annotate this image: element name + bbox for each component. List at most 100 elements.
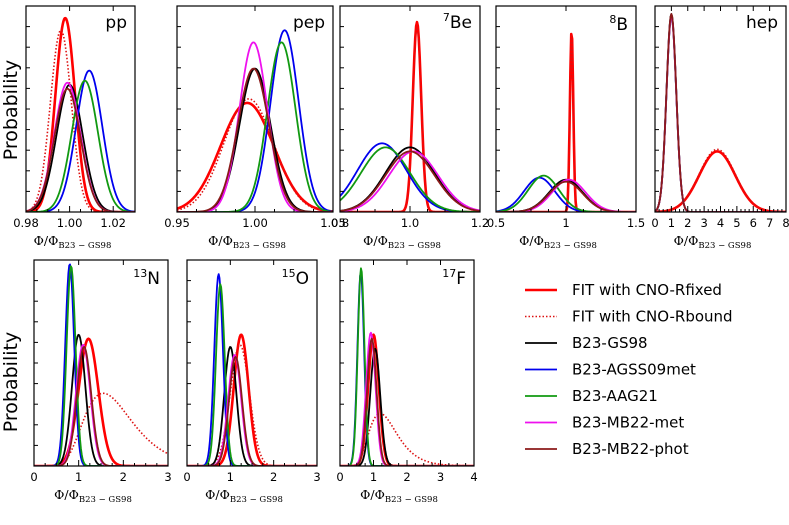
axes-frame xyxy=(33,259,169,467)
x-axis-label: Φ/ΦB23 − GS98 xyxy=(674,233,752,251)
series-b23-gs98-f17 xyxy=(340,347,474,466)
legend-label-b23-gs98: B23-GS98 xyxy=(572,334,648,352)
panel-label-n13: 13N xyxy=(133,267,160,289)
x-tick-label: 1.00 xyxy=(57,216,83,230)
curves-hep xyxy=(655,13,786,212)
curves-b8 xyxy=(496,32,636,212)
x-tick-label: 5 xyxy=(733,216,740,230)
series-b23-agss09met-n13 xyxy=(34,263,168,466)
legend-label-fit-with-cno-rbound: FIT with CNO-Rbound xyxy=(572,308,733,326)
series-fit-with-cno-rfixed-n13 xyxy=(34,337,168,466)
legend-label-b23-mb22-phot: B23-MB22-phot xyxy=(572,440,689,458)
panel-hep: 0 1 2 3 4 5 6 7 8 Φ/ΦB23 − GS98 hep xyxy=(651,5,789,251)
x-tick-label: 1 xyxy=(562,216,569,230)
series-b23-aag21-b8 xyxy=(496,174,636,212)
panel-label-f17: 17F xyxy=(442,267,466,289)
panel-label-be7: 7Be xyxy=(443,11,472,33)
series-b23-aag21-pep xyxy=(177,41,333,212)
series-b23-mb22-met-f17 xyxy=(340,331,474,466)
x-tick-label: 1.05 xyxy=(320,216,346,230)
x-tick-label: 1 xyxy=(370,470,377,484)
panel-label-hep: hep xyxy=(746,13,778,33)
panel-label-b8: 8B xyxy=(609,13,628,35)
x-tick-label: 1.5 xyxy=(627,216,645,230)
series-b23-mb22-phot-f17 xyxy=(340,337,474,466)
x-axis-label: Φ/ΦB23 − GS98 xyxy=(205,487,283,505)
series-b23-mb22-phot-b8 xyxy=(496,180,636,212)
x-tick-label: 0.8 xyxy=(331,216,349,230)
x-axis-label: Φ/ΦB23 − GS98 xyxy=(34,233,112,251)
y-axis-label-top: Probability xyxy=(0,60,22,160)
series-fit-with-cno-rfixed-pp xyxy=(26,16,135,212)
panel-b8: 0.5 1 1.5 Φ/ΦB23 − GS98 8B xyxy=(487,5,645,251)
series-b23-gs98-o15 xyxy=(187,346,317,466)
series-b23-mb22-phot-hep xyxy=(655,13,786,212)
panel-pep: 0.95 1.00 1.05 Φ/ΦB23 − GS98 pep xyxy=(164,5,346,251)
x-tick-label: 3 xyxy=(437,470,444,484)
panel-o15: 0 1 2 3 Φ/ΦB23 − GS98 15O xyxy=(183,259,321,505)
series-b23-aag21-be7 xyxy=(340,146,480,212)
series-b23-agss09met-pep xyxy=(177,29,333,212)
x-axis-label: Φ/ΦB23 − GS98 xyxy=(363,233,441,251)
series-b23-mb22-phot-be7 xyxy=(340,150,480,212)
curves-pep xyxy=(177,29,333,212)
series-fit-with-cno-rfixed-o15 xyxy=(187,333,317,466)
legend: FIT with CNO-Rfixed FIT with CNO-Rbound B2… xyxy=(525,281,733,458)
legend-label-b23-agss09met: B23-AGSS09met xyxy=(572,361,696,379)
x-tick-label: 3 xyxy=(700,216,707,230)
x-tick-label: 2 xyxy=(403,470,410,484)
x-tick-label: 4 xyxy=(470,470,477,484)
x-tick-label: 7 xyxy=(766,216,773,230)
x-tick-label: 1 xyxy=(668,216,675,230)
x-tick-label: 0.95 xyxy=(164,216,190,230)
x-tick-label: 0.98 xyxy=(13,216,39,230)
panel-label-o15: 15O xyxy=(282,267,309,289)
legend-label-fit-with-cno-rfixed: FIT with CNO-Rfixed xyxy=(572,281,722,299)
series-fit-with-cno-rfixed-be7 xyxy=(340,20,480,212)
series-fit-with-cno-rbound-pp xyxy=(26,29,135,212)
series-fit-with-cno-rbound-b8 xyxy=(496,35,636,212)
x-tick-label: 3 xyxy=(164,470,171,484)
series-b23-agss09met-f17 xyxy=(340,271,474,466)
curves-pp xyxy=(26,16,135,212)
x-axis-label: Φ/ΦB23 − GS98 xyxy=(360,487,438,505)
series-fit-with-cno-rfixed-hep xyxy=(655,150,786,212)
x-axis-label: Φ/ΦB23 − GS98 xyxy=(208,233,286,251)
x-tick-label: 1.2 xyxy=(471,216,489,230)
x-tick-label: 1.00 xyxy=(242,216,268,230)
x-tick-label: 2 xyxy=(270,470,277,484)
x-tick-label: 2 xyxy=(120,470,127,484)
series-b23-aag21-o15 xyxy=(187,283,317,466)
x-tick-label: 1 xyxy=(75,470,82,484)
x-tick-label: 0.5 xyxy=(487,216,505,230)
x-tick-label: 0 xyxy=(183,470,190,484)
series-b23-agss09met-b8 xyxy=(496,176,636,212)
y-axis-label-bottom: Probability xyxy=(0,332,22,432)
x-tick-label: 0 xyxy=(30,470,37,484)
x-tick-label: 0 xyxy=(651,216,658,230)
panel-label-pep: pep xyxy=(293,13,325,33)
series-b23-aag21-f17 xyxy=(340,267,474,466)
curves-be7 xyxy=(340,20,480,212)
panel-f17: 0 1 2 3 4 Φ/ΦB23 − GS98 17F xyxy=(336,259,478,505)
series-fit-with-cno-rfixed-pep xyxy=(177,101,333,212)
x-tick-label: 3 xyxy=(313,470,320,484)
legend-label-b23-mb22-met: B23-MB22-met xyxy=(572,414,684,432)
axes-frame xyxy=(186,259,318,467)
series-b23-aag21-pp xyxy=(26,79,135,212)
x-tick-label: 1 xyxy=(227,470,234,484)
x-tick-label: 0 xyxy=(336,470,343,484)
x-tick-label: 4 xyxy=(717,216,724,230)
series-fit-with-cno-rbound-be7 xyxy=(340,25,480,212)
axes-frame xyxy=(25,5,136,213)
series-b23-aag21-n13 xyxy=(34,265,168,466)
series-fit-with-cno-rfixed-f17 xyxy=(340,333,474,466)
series-fit-with-cno-rfixed-b8 xyxy=(496,32,636,212)
x-axis-label: Φ/ΦB23 − GS98 xyxy=(54,487,132,505)
x-tick-label: 6 xyxy=(750,216,757,230)
x-tick-label: 2 xyxy=(684,216,691,230)
panel-n13: 0 1 2 3 Φ/ΦB23 − GS98 13N xyxy=(30,259,172,505)
legend-label-b23-aag21: B23-AAG21 xyxy=(572,387,658,405)
series-fit-with-cno-rbound-hep xyxy=(655,148,786,212)
